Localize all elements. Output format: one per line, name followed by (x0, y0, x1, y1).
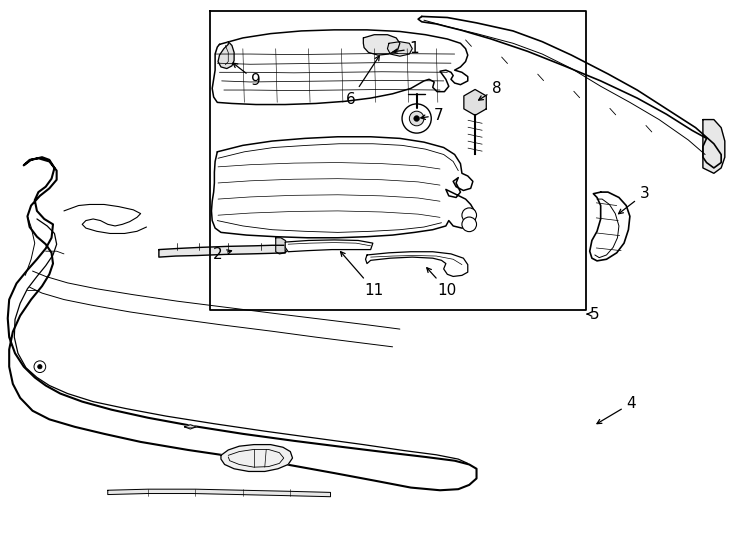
Polygon shape (276, 238, 288, 254)
Polygon shape (418, 16, 722, 168)
Polygon shape (212, 30, 468, 105)
Circle shape (402, 104, 432, 133)
Polygon shape (589, 192, 630, 261)
Polygon shape (108, 489, 330, 497)
Polygon shape (218, 42, 234, 69)
Circle shape (410, 111, 424, 126)
Text: 7: 7 (421, 108, 443, 123)
Circle shape (414, 116, 420, 122)
Polygon shape (221, 444, 293, 471)
Polygon shape (184, 425, 196, 429)
Text: 8: 8 (479, 81, 502, 100)
Circle shape (462, 208, 476, 222)
Text: 6: 6 (346, 56, 379, 107)
Circle shape (462, 217, 476, 232)
Text: 4: 4 (597, 396, 636, 424)
Text: 2: 2 (212, 247, 231, 262)
Polygon shape (703, 119, 724, 173)
Polygon shape (211, 137, 475, 238)
Text: 5: 5 (587, 307, 600, 321)
Circle shape (37, 364, 42, 369)
Polygon shape (159, 245, 286, 257)
Polygon shape (464, 90, 486, 116)
Polygon shape (388, 42, 413, 56)
Text: 9: 9 (233, 63, 261, 89)
Text: 10: 10 (426, 268, 457, 298)
Text: 3: 3 (619, 186, 650, 214)
Circle shape (34, 361, 46, 373)
Text: 1: 1 (393, 41, 419, 56)
Polygon shape (286, 240, 373, 252)
Text: 11: 11 (341, 252, 384, 298)
Polygon shape (8, 157, 476, 490)
Polygon shape (363, 35, 400, 55)
Polygon shape (366, 252, 468, 276)
